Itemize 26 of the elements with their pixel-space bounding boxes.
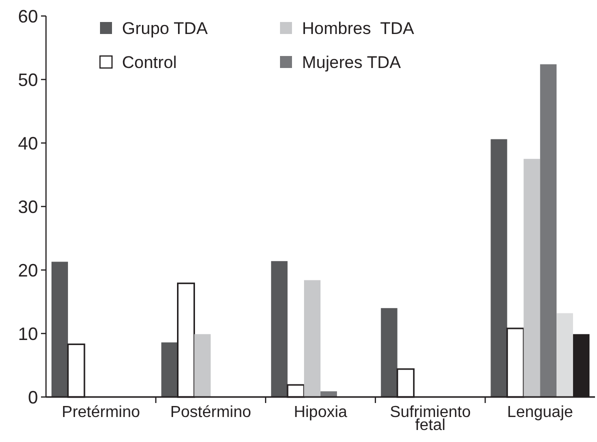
legend-label: Control [122, 52, 177, 72]
bar [380, 308, 398, 397]
x-tick-label: Pretérmino [62, 404, 140, 421]
bar [271, 261, 288, 397]
bar [161, 342, 178, 397]
y-tick-label: 30 [18, 196, 38, 217]
x-tick-label: Lenguaje [507, 404, 574, 421]
y-tick-label: 10 [18, 324, 38, 344]
bar [51, 262, 68, 397]
bar [304, 280, 320, 397]
y-tick-label: 50 [18, 70, 38, 90]
x-tick-label: Postérmino [170, 404, 252, 421]
bar [540, 64, 557, 397]
bar [556, 313, 574, 397]
y-tick-label: 20 [18, 260, 38, 280]
legend-label: Hombres TDA [302, 18, 415, 38]
bar [194, 334, 211, 397]
bar [490, 139, 508, 397]
y-tick-label: 0 [28, 387, 38, 408]
x-tick-label: Hipoxia [294, 404, 348, 421]
bar [524, 158, 540, 397]
legend-label: Mujeres TDA [302, 52, 402, 72]
y-tick-label: 60 [18, 6, 38, 26]
legend-label: Grupo TDA [122, 18, 208, 38]
x-tick-label: Sufrimiento fetal [390, 404, 471, 434]
y-tick-label: 40 [18, 133, 38, 154]
